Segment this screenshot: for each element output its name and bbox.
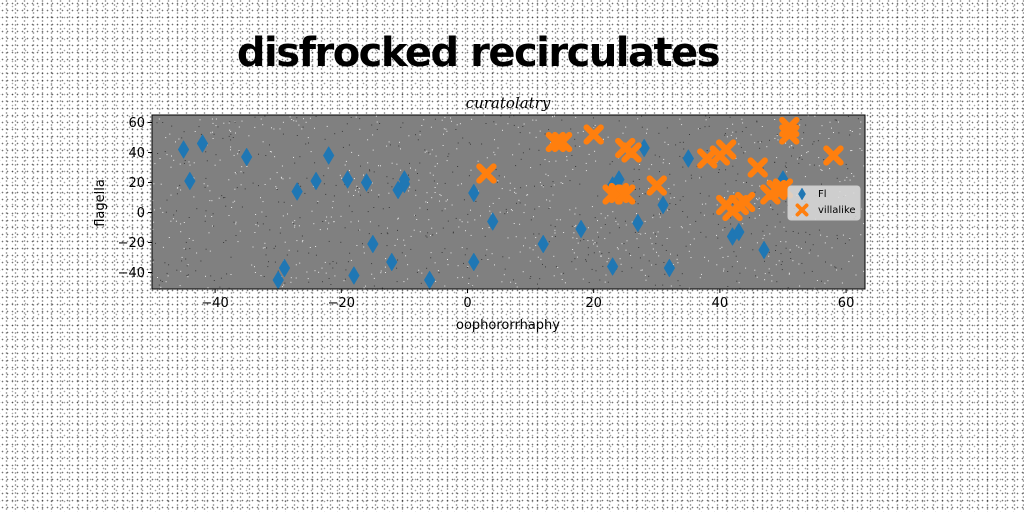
data-point-x xyxy=(734,191,756,213)
data-point-x xyxy=(551,131,573,153)
x-tick-label: −20 xyxy=(328,296,355,311)
data-point-diamond xyxy=(310,171,322,191)
data-point-diamond xyxy=(487,212,499,231)
y-tick-label: 60 xyxy=(128,116,145,131)
data-point-x xyxy=(615,184,636,205)
legend-entry xyxy=(798,187,806,201)
data-point-diamond xyxy=(278,258,291,278)
data-point-diamond xyxy=(468,252,480,272)
data-point-diamond xyxy=(537,234,549,254)
data-point-diamond xyxy=(606,257,619,276)
data-point-diamond xyxy=(657,195,669,215)
x-axis-label: oophororrhaphy xyxy=(456,318,560,333)
x-axis-ticks: −40 −20 0 20 40 60 xyxy=(201,289,854,311)
data-point-x xyxy=(716,139,737,160)
data-point-x xyxy=(621,142,642,163)
data-point-diamond xyxy=(196,134,209,153)
data-point-x xyxy=(779,124,800,145)
data-point-x xyxy=(583,124,604,145)
data-point-x xyxy=(747,157,768,178)
data-point-diamond xyxy=(341,170,354,189)
data-point-x xyxy=(823,145,844,166)
data-point-diamond xyxy=(575,219,587,239)
x-tick-label: 60 xyxy=(838,296,855,311)
data-point-diamond xyxy=(360,173,373,192)
data-point-diamond xyxy=(386,252,398,272)
data-point-diamond xyxy=(632,213,644,233)
plot-noise-texture xyxy=(152,115,865,289)
legend-label: Fl xyxy=(818,189,827,200)
data-point-diamond xyxy=(367,234,379,254)
legend: Fl villalike xyxy=(787,185,861,221)
data-marks xyxy=(177,116,844,290)
y-tick-label: 0 xyxy=(137,206,145,221)
series-1 xyxy=(476,116,844,222)
axes: −40 −20 0 20 40 60 −40 −20 0 20 40 60 xyxy=(118,114,866,311)
data-point-diamond xyxy=(398,170,411,189)
y-tick-label: −20 xyxy=(118,236,145,251)
legend-entry xyxy=(795,203,809,217)
data-point-diamond xyxy=(184,171,196,191)
plot-area xyxy=(152,115,865,289)
plot-frame xyxy=(151,114,866,290)
x-tick-label: 20 xyxy=(585,296,602,311)
data-point-diamond xyxy=(177,140,190,159)
data-point-x xyxy=(476,163,497,184)
data-point-diamond xyxy=(322,146,335,165)
data-point-diamond xyxy=(682,149,695,168)
data-point-diamond xyxy=(733,222,745,242)
y-tick-label: −40 xyxy=(118,266,145,281)
y-axis-ticks: −40 −20 0 20 40 60 xyxy=(118,116,152,281)
legend-marker xyxy=(795,203,809,217)
x-tick-label: 0 xyxy=(463,296,471,311)
data-point-diamond xyxy=(291,182,303,201)
x-tick-label: −40 xyxy=(201,296,228,311)
x-tick-label: 40 xyxy=(712,296,729,311)
chart-title: curatolatry xyxy=(466,94,551,112)
data-point-diamond xyxy=(758,240,770,260)
data-point-diamond xyxy=(240,147,253,167)
data-point-diamond xyxy=(663,258,676,278)
data-point-x xyxy=(646,175,667,196)
data-point-diamond xyxy=(468,183,480,203)
legend-marker xyxy=(798,187,806,201)
figure-title: disfrocked recirculates xyxy=(237,30,719,76)
legend-label: villalike xyxy=(818,205,856,216)
data-point-diamond xyxy=(348,266,360,285)
y-tick-label: 20 xyxy=(128,176,145,191)
y-tick-label: 40 xyxy=(128,146,145,161)
y-axis-label: flagella xyxy=(93,179,108,227)
